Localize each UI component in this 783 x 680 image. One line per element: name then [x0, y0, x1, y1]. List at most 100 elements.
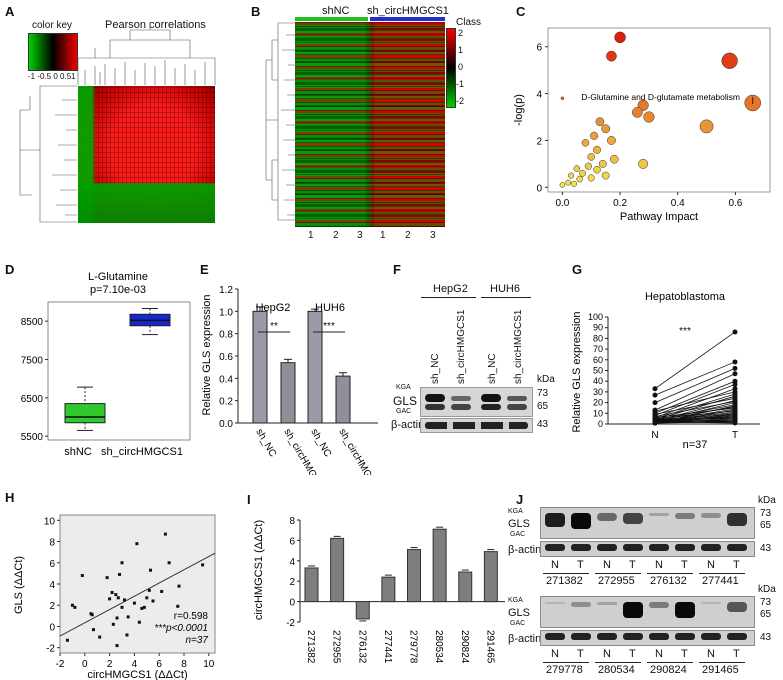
y-tick-label: 0.2: [219, 397, 233, 408]
data-point: [579, 169, 586, 177]
j-lane-label: N: [551, 648, 559, 660]
color-key-ticks: -1 -0.5 0 0.51: [28, 72, 76, 81]
col-label: 1: [380, 230, 386, 241]
y-axis-label: -log(p): [513, 94, 525, 126]
data-point: [73, 605, 77, 609]
data-point: [606, 136, 616, 145]
j-gls-band: [623, 602, 643, 618]
data-point: [601, 171, 610, 180]
bar: [307, 310, 323, 424]
bar: [432, 528, 447, 603]
data-point: [151, 599, 155, 603]
data-point: [567, 172, 575, 179]
y-tick-label: 6: [289, 536, 295, 547]
f-cell-huh6: HUH6: [490, 283, 520, 295]
bar: [304, 567, 319, 603]
j-actin-band: [571, 633, 591, 640]
panel-label-j: J: [516, 492, 524, 507]
y-tick-label: 8: [289, 516, 295, 527]
col-label: 3: [430, 230, 436, 241]
f-lane-label: sh_NC: [487, 353, 498, 384]
pathway-annotation: D-Glutamine and D-glutamate metabolism: [581, 92, 740, 102]
y-tick-label: 20: [593, 398, 603, 408]
x-tick-label: 0: [82, 659, 88, 670]
data-point: [120, 561, 124, 565]
data-point: [90, 613, 94, 617]
scale-tick-neg1: -1: [456, 79, 465, 89]
x-tick-label: 277441: [382, 630, 393, 664]
f-gls-blot: [420, 387, 533, 417]
j-gac-label: GAC: [510, 620, 526, 627]
normal-point: [652, 400, 658, 406]
data-point: [643, 111, 655, 123]
data-point: [581, 139, 590, 147]
data-point: [105, 576, 109, 580]
j-actin-band: [727, 633, 747, 640]
j-sample-underline: [543, 662, 589, 663]
bar: [458, 571, 473, 603]
y-tick-label: 6: [536, 43, 542, 54]
x-tick-label: 291465: [484, 630, 495, 664]
pathway-scatter-chart: 0.0 0.2 0.4 0.6 0 2 4 6 Pathway Impact -log(p) D-G…: [513, 27, 771, 223]
f-kda-65: 65: [537, 401, 549, 412]
y-tick-label: 4: [49, 580, 55, 591]
panel-label-d: D: [5, 262, 15, 277]
x-tick-label: 0.2: [613, 198, 627, 209]
pair-line: [654, 401, 736, 417]
y-tick-label: 4: [536, 90, 542, 101]
f-actin-blot: [420, 418, 533, 433]
j-gls-band: [545, 513, 565, 527]
scale-tick-neg2: -2: [456, 96, 465, 106]
data-point: [163, 532, 167, 536]
correlation-heatmap: [78, 86, 215, 223]
circhmgcs1-bar-chart: -2 0 2 4 6 8 circHMGCS1 (ΔΔCt) 271382 272955 2761…: [253, 516, 505, 664]
col-label: 2: [333, 230, 339, 241]
data-point: [598, 159, 607, 168]
j-gls-band: [571, 513, 591, 529]
plot-frame: [59, 514, 216, 654]
col-label: 3: [357, 230, 363, 241]
data-point: [587, 153, 596, 161]
j-sample-underline: [595, 573, 641, 574]
j-kda-73: 73: [760, 597, 772, 608]
j-kga-label: KGA: [508, 508, 523, 515]
data-point: [176, 604, 180, 608]
data-point: [114, 593, 118, 597]
j-actin-label: β-actin: [508, 544, 542, 556]
x-tick-label: 279778: [408, 630, 419, 664]
color-key-title: color key: [32, 20, 73, 31]
panel-label-b: B: [251, 4, 261, 19]
group-label-sh: sh_circHMGCS1: [367, 5, 449, 17]
y-tick-label: 7500: [21, 356, 44, 367]
y-tick-label: 2: [49, 601, 55, 612]
f-kda-43: 43: [537, 419, 549, 430]
j-kda-label: kDa: [758, 584, 776, 595]
j-actin-band: [545, 633, 565, 640]
y-tick-label: 0: [289, 598, 295, 609]
heatmap-b-colorbar: [446, 28, 456, 108]
data-point: [147, 588, 151, 592]
x-cat-label: T: [732, 430, 738, 441]
dendrogram-b: [265, 22, 295, 221]
tumor-point: [732, 371, 738, 377]
data-point: [118, 572, 122, 576]
y-tick-label: 1.0: [219, 307, 233, 318]
j-kga-label: KGA: [508, 597, 523, 604]
x-tick-label: sh_circHMGCS1: [336, 427, 383, 475]
j-lane-label: N: [707, 559, 715, 571]
j-kda-43: 43: [760, 543, 772, 554]
j-gls-band: [649, 513, 669, 516]
data-point: [638, 158, 649, 169]
j-gls-band: [701, 602, 721, 604]
j-sample-label: 277441: [702, 575, 739, 587]
j-sample-underline: [647, 573, 693, 574]
data-point: [167, 561, 171, 565]
j-gls-band: [545, 602, 565, 604]
h-n: n=37: [185, 635, 208, 646]
x-tick-label: sh_NC: [253, 427, 278, 459]
data-point: [142, 605, 146, 609]
data-point: [149, 568, 153, 572]
x-tick-label: 290824: [459, 630, 470, 664]
y-tick-label: 2: [536, 136, 542, 147]
